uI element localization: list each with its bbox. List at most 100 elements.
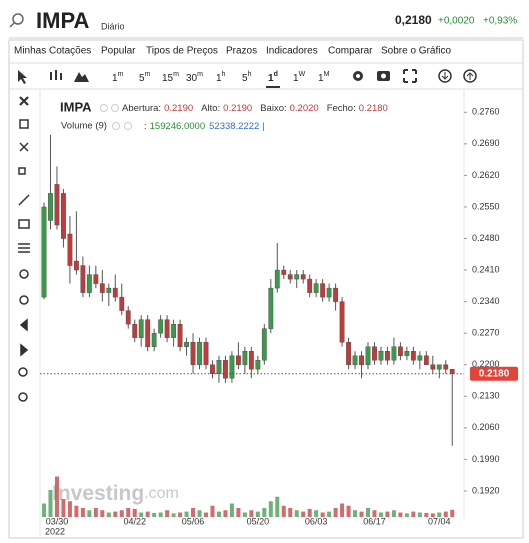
fib-tool[interactable]	[18, 243, 30, 253]
crosshair-tool[interactable]	[19, 142, 29, 152]
volume-bar	[216, 511, 221, 517]
visibility-icon[interactable]	[100, 104, 108, 112]
menu-item[interactable]: Indicadores	[266, 46, 318, 57]
timeframe[interactable]: 1d	[268, 71, 278, 84]
timeframe-unit: m	[197, 71, 203, 78]
y-tick-label: 0.1990	[472, 454, 500, 464]
area-icon[interactable]	[74, 72, 89, 82]
volume-bar	[242, 512, 247, 517]
menu-item[interactable]: Prazos	[226, 46, 257, 57]
candle-body	[171, 323, 176, 338]
y-tick-label: 0.2200	[472, 359, 500, 369]
volume-bar	[366, 508, 370, 517]
download-icon[interactable]	[438, 69, 452, 83]
shape-tool[interactable]	[18, 167, 26, 175]
y-tick-label: 0.2620	[472, 170, 500, 180]
candle-body	[86, 274, 92, 293]
rect-tool[interactable]	[18, 219, 30, 229]
candle-body	[210, 364, 215, 374]
volume-bar	[398, 512, 403, 517]
volume-bar	[372, 510, 377, 517]
menu-item[interactable]: Sobre o Gráfico	[381, 46, 451, 57]
candle-body	[197, 341, 202, 365]
menu-bar: Minhas Cotações Popular Tipos de Preços Pra…	[14, 46, 451, 57]
menu-item[interactable]: Tipos de Preços	[146, 46, 218, 57]
candle-body	[93, 274, 99, 284]
volume-bar	[340, 503, 345, 517]
menu-item[interactable]: Comparar	[328, 46, 373, 57]
candle-body	[320, 283, 326, 298]
prev-tool[interactable]	[19, 318, 28, 332]
candle-body	[404, 351, 410, 356]
volume-bar	[74, 505, 79, 517]
timeframe[interactable]: 30m	[186, 71, 203, 84]
candle-body	[67, 233, 73, 266]
zoom-out-tool[interactable]	[19, 295, 29, 305]
menu-item[interactable]: Popular	[101, 46, 136, 57]
volume-bar	[450, 509, 455, 517]
candle-body	[359, 355, 364, 365]
change: +0,0020	[438, 16, 475, 27]
candles-icon[interactable]	[50, 70, 62, 80]
volume-bar	[126, 508, 131, 517]
candle-body	[313, 283, 319, 293]
y-tick-label: 0.2340	[472, 296, 500, 306]
search-icon-handle	[9, 22, 15, 28]
candle-body	[449, 369, 455, 374]
volume-bar	[359, 511, 364, 517]
candle-body	[242, 351, 248, 365]
volume-bar	[197, 510, 202, 517]
settings-icon[interactable]	[124, 122, 132, 130]
candle-body	[54, 184, 60, 226]
line-tool[interactable]	[18, 194, 30, 206]
visibility-icon[interactable]	[112, 122, 120, 130]
candle-body	[184, 341, 189, 347]
timeframe-unit: d	[274, 71, 278, 78]
x-tick-label: 05/06	[182, 516, 205, 526]
fullscreen-icon[interactable]	[403, 69, 417, 83]
volume-bar	[132, 508, 137, 517]
timeframe[interactable]: 1m	[112, 71, 124, 84]
select-tool[interactable]	[19, 119, 29, 129]
timeframe[interactable]: 5h	[242, 71, 252, 84]
camera-icon[interactable]	[377, 71, 390, 81]
watermark-domain: .com	[144, 485, 179, 502]
y-tick-label: 0.2690	[472, 138, 500, 148]
volume-bar	[275, 496, 280, 517]
candle-body	[41, 206, 47, 298]
settings-icon[interactable]	[353, 71, 363, 81]
candle-body	[294, 274, 300, 280]
upload-icon[interactable]	[463, 69, 477, 83]
candle-body	[391, 346, 397, 361]
timeframe[interactable]: 1h	[216, 71, 226, 84]
volume-bar	[48, 490, 53, 517]
timeframe[interactable]: 15m	[162, 71, 179, 84]
candle-body	[274, 269, 280, 289]
timeframe[interactable]: 5m	[139, 71, 151, 84]
plot: Investing.com 0.2760 0.2690 0.2620 0.2550 0.2…	[40, 99, 518, 536]
chart-frame	[8, 39, 524, 539]
series-name: IMPA	[60, 99, 92, 114]
close-tool[interactable]	[19, 96, 29, 106]
legend-value: 0.2180	[359, 103, 388, 114]
candle-body	[268, 287, 274, 329]
change-pct: +0,93%	[483, 16, 517, 27]
volume-bar	[262, 508, 267, 517]
candle-body	[307, 278, 313, 293]
candle-body	[106, 287, 112, 293]
zoom-in-tool[interactable]	[19, 269, 29, 279]
settings-icon[interactable]	[111, 104, 119, 112]
timeframe[interactable]: 1W	[293, 71, 306, 84]
timeframe[interactable]: 1M	[318, 71, 330, 84]
volume-bar	[229, 503, 234, 517]
volume-bar	[353, 510, 358, 517]
next-tool[interactable]	[20, 343, 29, 357]
candle-body	[99, 283, 105, 293]
volume-bar	[268, 501, 273, 517]
lock-tool[interactable]	[18, 392, 28, 402]
magnet-tool[interactable]	[18, 367, 28, 377]
search-icon[interactable]	[12, 13, 24, 25]
volume-value: 159246.0000	[150, 121, 205, 132]
menu-item[interactable]: Minhas Cotações	[14, 46, 91, 57]
cursor-icon[interactable]	[18, 70, 27, 84]
